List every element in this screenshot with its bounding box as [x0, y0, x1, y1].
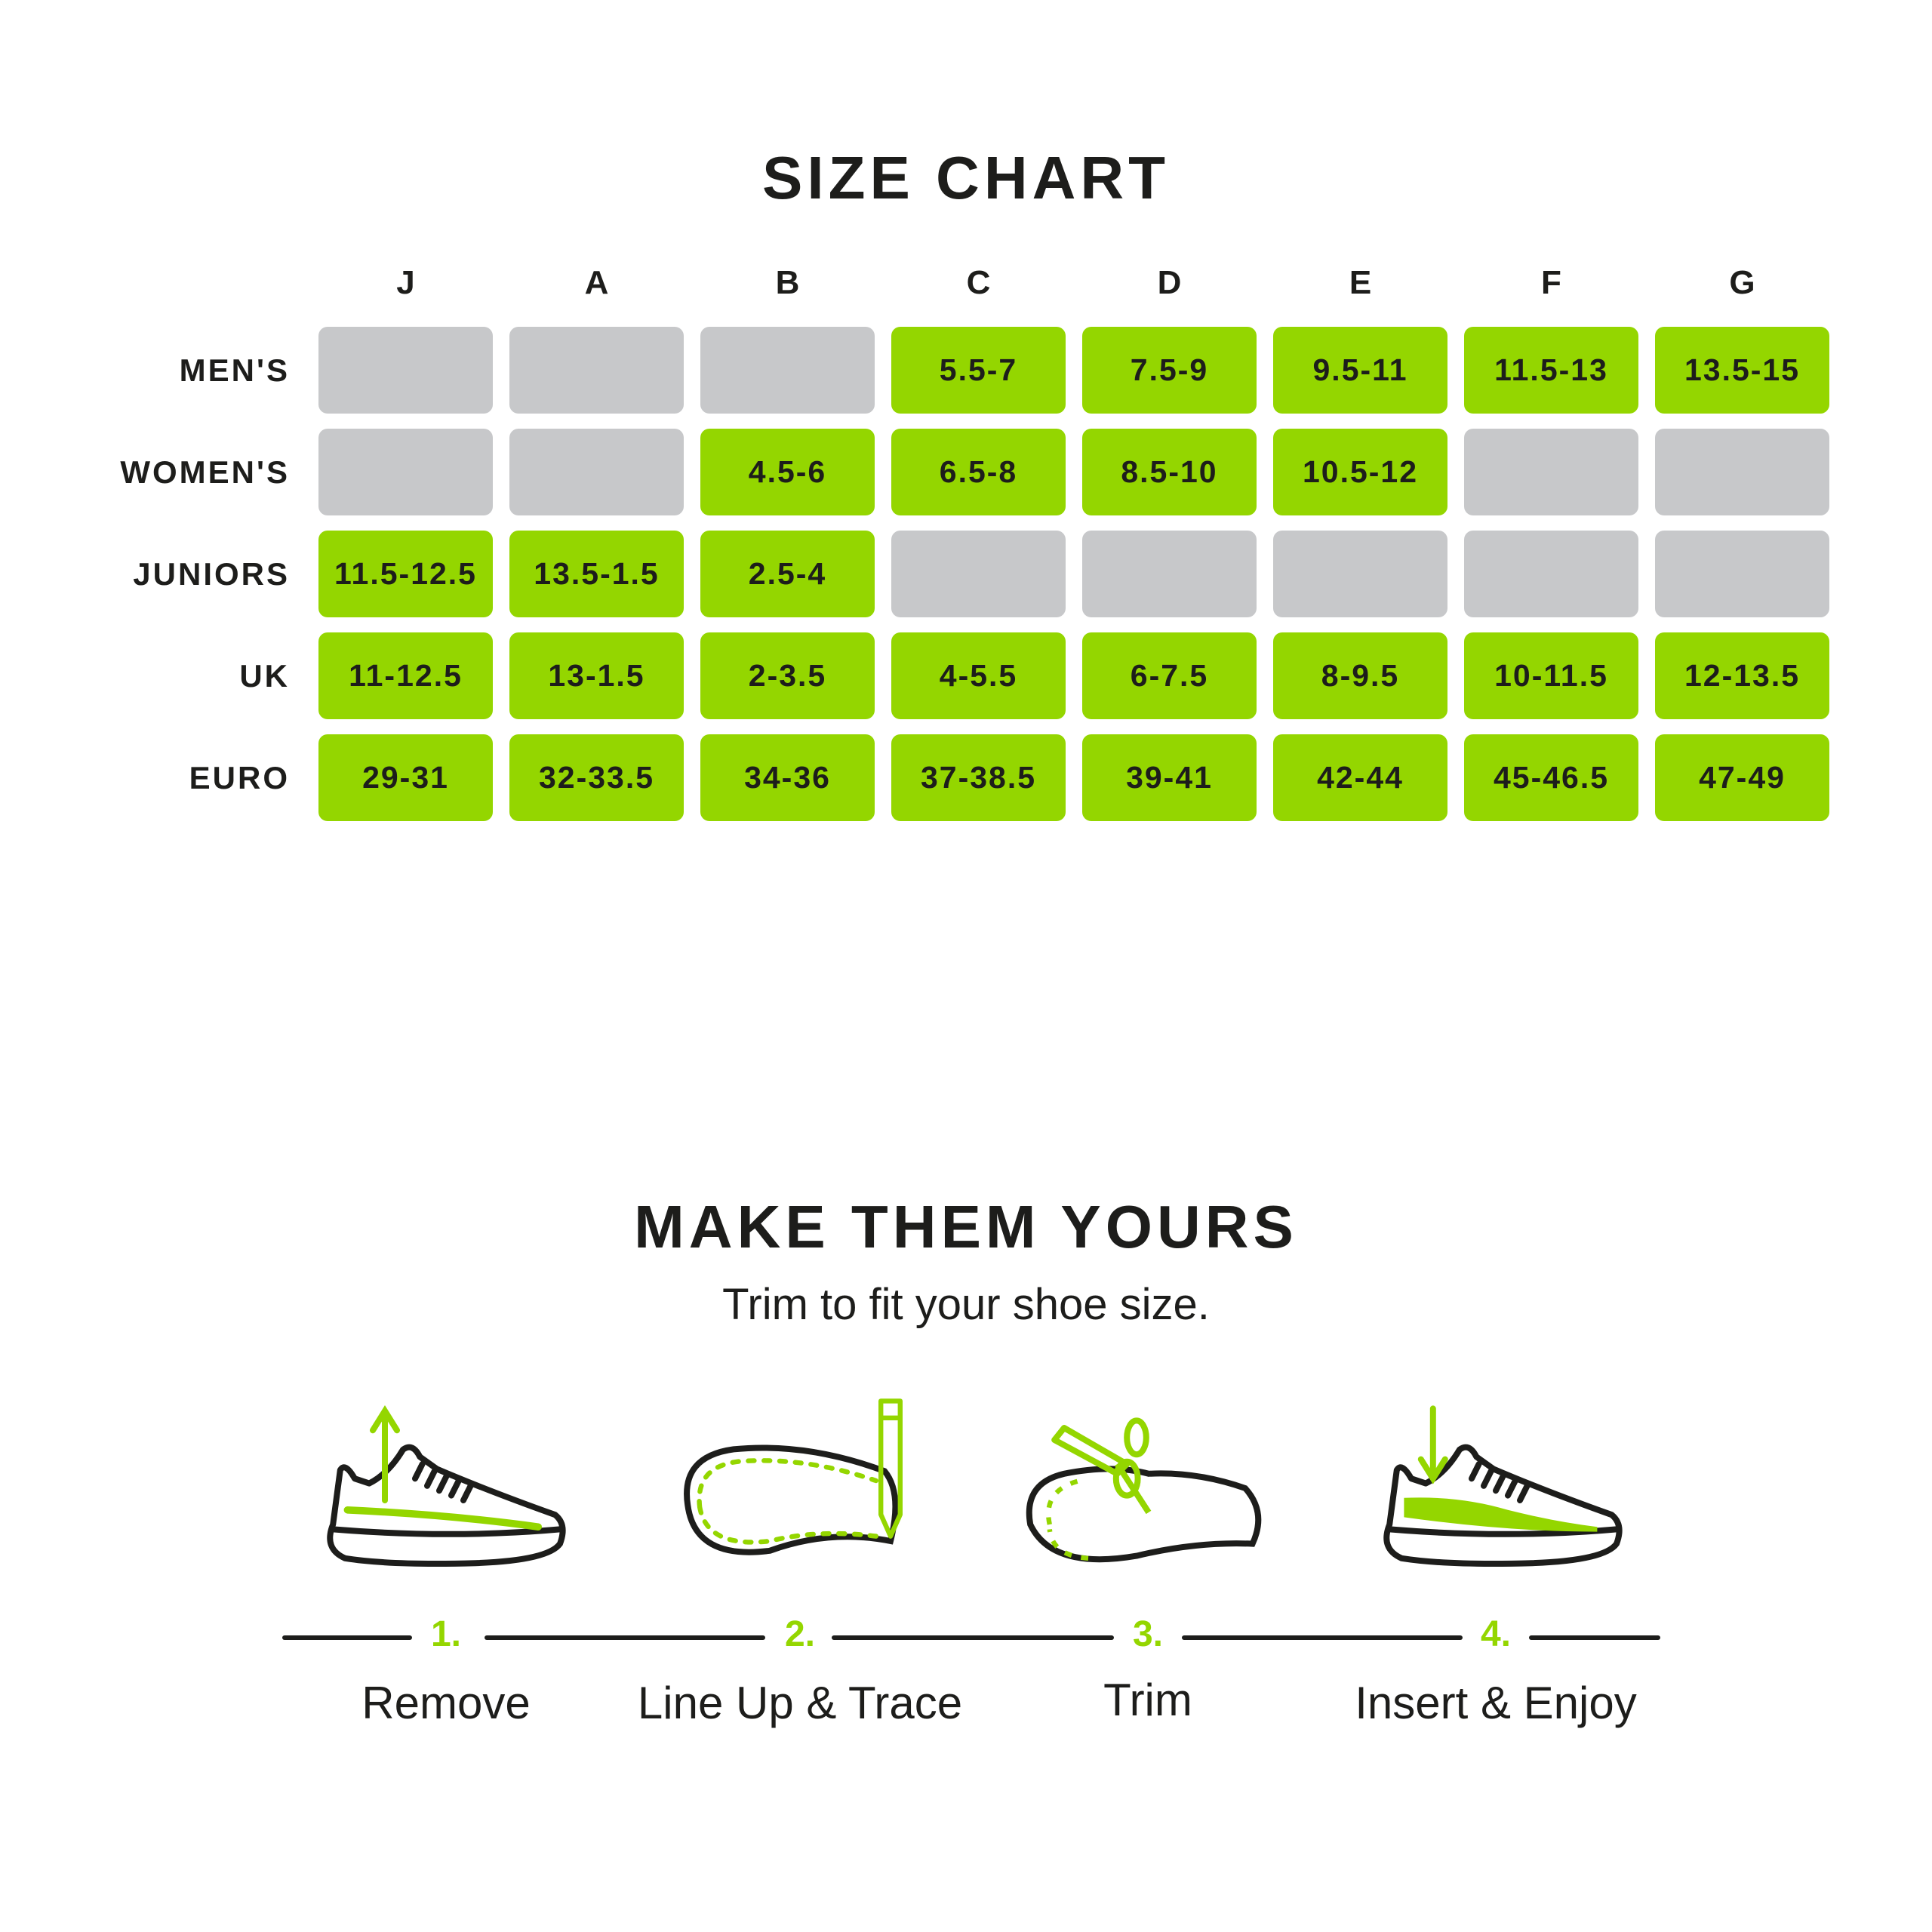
size-cell-empty — [1464, 531, 1638, 617]
step-divider-line — [485, 1635, 765, 1640]
column-header-b: B — [775, 264, 800, 301]
size-cell: 4.5-6 — [700, 429, 875, 515]
size-cell: 6.5-8 — [891, 429, 1066, 515]
instructions-title: MAKE THEM YOURS — [634, 1193, 1298, 1260]
step-divider-line — [282, 1635, 412, 1640]
step-number: 3. — [1132, 1614, 1164, 1654]
size-cell-empty — [1082, 531, 1257, 617]
size-cell: 42-44 — [1273, 734, 1447, 821]
size-cell: 5.5-7 — [891, 327, 1066, 414]
column-header-e: E — [1349, 264, 1372, 301]
size-cell: 11.5-13 — [1464, 327, 1638, 414]
step-label: Trim — [1103, 1675, 1192, 1725]
size-cell: 39-41 — [1082, 734, 1257, 821]
instructions-subtitle: Trim to fit your shoe size. — [722, 1280, 1210, 1329]
insole-trace-pencil-icon — [684, 1398, 903, 1555]
step-number: 2. — [784, 1614, 816, 1654]
shoe-remove-insole-icon — [327, 1405, 566, 1567]
insole-scissors-icon — [1026, 1417, 1262, 1563]
size-cell: 11-12.5 — [318, 632, 493, 719]
size-cell: 13.5-1.5 — [509, 531, 684, 617]
step-divider-line — [1529, 1635, 1660, 1640]
size-cell-empty — [318, 327, 493, 414]
row-header: UK — [239, 658, 290, 694]
column-header-d: D — [1157, 264, 1182, 301]
column-header-a: A — [584, 264, 609, 301]
column-header-g: G — [1729, 264, 1755, 301]
step-number: 4. — [1480, 1614, 1512, 1654]
size-cell: 10.5-12 — [1273, 429, 1447, 515]
size-cell-empty — [1655, 531, 1829, 617]
size-cell: 8-9.5 — [1273, 632, 1447, 719]
size-cell-empty — [1464, 429, 1638, 515]
size-cell: 11.5-12.5 — [318, 531, 493, 617]
size-cell: 13-1.5 — [509, 632, 684, 719]
step-label: Insert & Enjoy — [1355, 1678, 1637, 1728]
row-header: WOMEN'S — [120, 454, 290, 490]
size-cell: 8.5-10 — [1082, 429, 1257, 515]
size-cell: 4-5.5 — [891, 632, 1066, 719]
size-cell: 7.5-9 — [1082, 327, 1257, 414]
size-cell-empty — [1655, 429, 1829, 515]
size-cell: 45-46.5 — [1464, 734, 1638, 821]
size-cell-empty — [318, 429, 493, 515]
size-cell: 9.5-11 — [1273, 327, 1447, 414]
size-cell: 34-36 — [700, 734, 875, 821]
size-cell-empty — [700, 327, 875, 414]
column-header-c: C — [966, 264, 991, 301]
size-cell: 32-33.5 — [509, 734, 684, 821]
size-cell-empty — [1273, 531, 1447, 617]
size-cell: 10-11.5 — [1464, 632, 1638, 719]
size-cell: 47-49 — [1655, 734, 1829, 821]
shoe-insert-insole-icon — [1383, 1405, 1623, 1567]
step-divider-line — [1182, 1635, 1463, 1640]
size-cell-empty — [509, 327, 684, 414]
size-cell: 13.5-15 — [1655, 327, 1829, 414]
step-divider-line — [832, 1635, 1114, 1640]
step-label: Remove — [361, 1678, 531, 1728]
size-cell: 29-31 — [318, 734, 493, 821]
row-header: EURO — [189, 760, 290, 795]
row-header: MEN'S — [179, 352, 290, 388]
step-label: Line Up & Trace — [637, 1678, 963, 1728]
size-cell: 37-38.5 — [891, 734, 1066, 821]
column-header-j: J — [396, 264, 415, 301]
size-cell: 2.5-4 — [700, 531, 875, 617]
size-cell: 6-7.5 — [1082, 632, 1257, 719]
size-cell: 2-3.5 — [700, 632, 875, 719]
size-cell-empty — [509, 429, 684, 515]
row-header: JUNIORS — [133, 556, 290, 592]
size-cell-empty — [891, 531, 1066, 617]
size-chart-title: SIZE CHART — [762, 144, 1170, 211]
step-number: 1. — [430, 1614, 462, 1654]
size-cell: 12-13.5 — [1655, 632, 1829, 719]
column-header-f: F — [1541, 264, 1561, 301]
